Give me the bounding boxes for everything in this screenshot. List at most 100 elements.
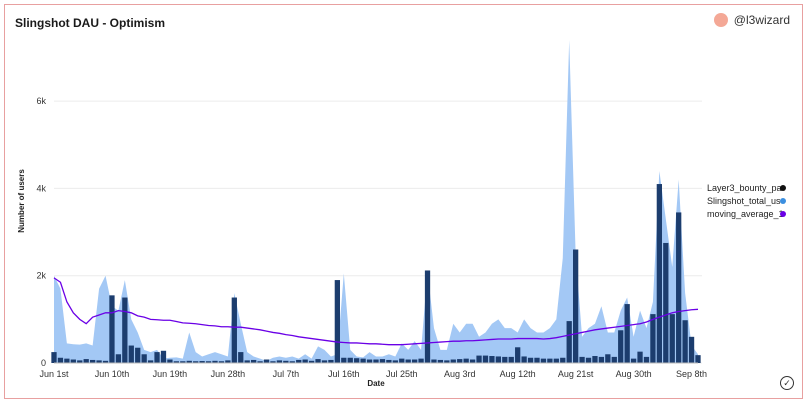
x-tick-label: Jun 19th [153,369,188,379]
x-tick-label: Sep 8th [676,369,707,379]
bar [180,361,186,363]
x-tick-label: Aug 3rd [444,369,476,379]
check-circle-icon[interactable]: ✓ [780,376,794,390]
y-axis-label: Number of users [17,169,26,233]
area-series [54,40,698,363]
bar [534,357,540,363]
bar [64,358,70,363]
x-tick-label: Jun 1st [39,369,69,379]
bar [482,355,489,363]
legend-dot [780,185,786,191]
area-slingshot-total [54,40,698,363]
bar [605,354,611,363]
bar [566,321,572,363]
bar [431,359,437,363]
bar [334,280,341,363]
bar [508,356,514,363]
bar [186,360,192,363]
x-axis: Jun 1st Jun 10th Jun 19th Jun 28th Jul 7th Ju… [39,362,707,379]
bar [379,359,386,363]
bar [276,360,283,363]
y-tick-label: 0 [41,358,46,368]
bar [128,345,134,363]
bar [263,359,270,363]
bar [283,360,289,363]
bar [579,356,585,363]
bar [250,359,257,363]
bar [238,352,244,363]
x-tick-label: Jul 25th [386,369,418,379]
line-series [53,277,699,346]
x-tick-label: Jun 10th [95,369,130,379]
bar [225,360,231,363]
bar [289,361,295,363]
bar [399,358,405,363]
bar [83,359,89,363]
bar [122,297,128,363]
bar [405,359,411,363]
x-tick-label: Aug 12th [500,369,536,379]
author-badge[interactable]: @l3wizard [713,13,790,27]
bar [418,358,424,363]
legend-dot [780,198,786,204]
bar [347,357,353,363]
x-tick-label: Jun 28th [211,369,246,379]
bar [70,359,76,363]
bar [308,360,315,363]
bar [296,359,302,363]
bar [328,359,334,363]
bar [218,361,225,363]
bar [457,359,463,363]
bar [51,352,57,363]
y-tick-label: 6k [36,96,46,106]
bar [469,359,476,363]
chart-title: Slingshot DAU - Optimism [15,16,165,30]
bar [695,355,701,363]
bar [637,351,643,363]
bar [476,355,482,363]
bar [212,360,218,363]
bar [515,347,521,363]
bar [669,314,675,363]
bar [147,360,154,363]
bar [321,360,328,363]
bar [231,297,237,363]
bar [360,358,366,363]
y-tick-label: 2k [36,271,46,281]
bar [366,359,373,363]
x-tick-label: Jul 7th [273,369,300,379]
bar [521,356,527,363]
legend-dot [780,211,786,217]
x-tick-label: Jul 16th [328,369,360,379]
bar [643,356,650,363]
x-tick-label: Aug 21st [558,369,594,379]
bar [102,360,109,363]
y-axis: 0 2k 4k 6k [36,96,46,368]
bar [553,358,559,363]
avatar [713,13,728,27]
bar [109,295,115,363]
bar [270,361,276,363]
bar [624,304,630,363]
bar [688,336,695,363]
bar [77,360,83,363]
bar [302,359,308,363]
bar [598,356,605,363]
bar [495,356,502,363]
bar [527,357,534,363]
bar [444,360,450,363]
legend: Layer3_bounty_pa Slingshot_total_usmoving… [707,183,786,219]
bar [676,212,682,363]
bar [592,356,598,363]
bar [560,357,566,363]
bar [173,361,180,363]
bar [257,361,263,363]
bar [154,352,160,363]
bar [450,359,456,363]
bar [424,270,431,363]
bar [572,249,579,363]
bar [547,358,553,363]
bar [57,357,64,363]
bar [205,361,212,363]
